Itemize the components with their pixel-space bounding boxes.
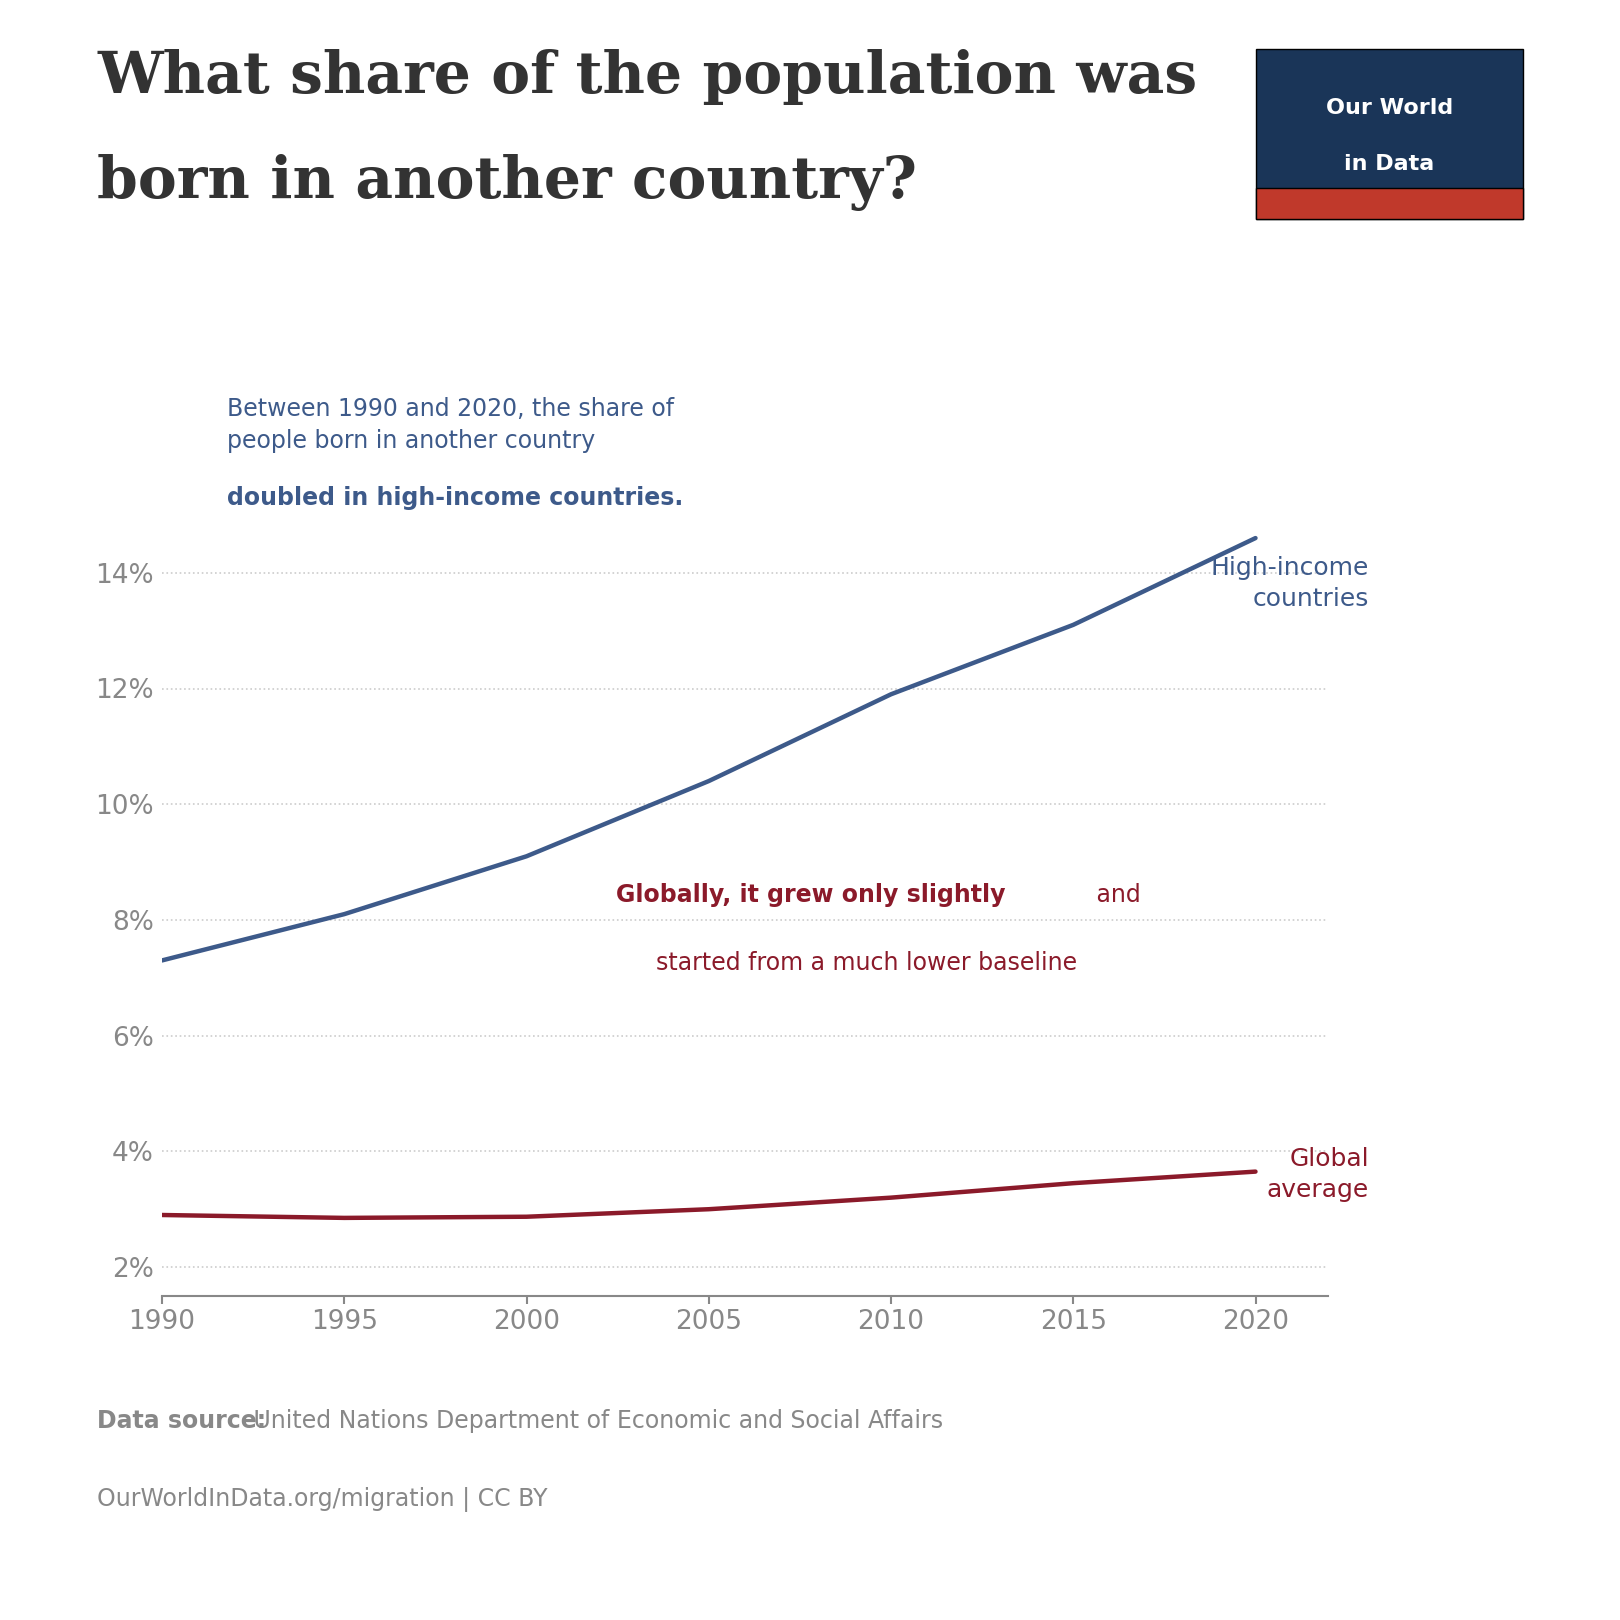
FancyBboxPatch shape: [1256, 188, 1523, 219]
Text: Global
average: Global average: [1267, 1147, 1369, 1202]
Text: What share of the population was: What share of the population was: [97, 49, 1197, 105]
Text: started from a much lower baseline: started from a much lower baseline: [656, 951, 1077, 975]
Text: Between 1990 and 2020, the share of
people born in another country: Between 1990 and 2020, the share of peop…: [227, 397, 674, 454]
Text: Data source:: Data source:: [97, 1409, 266, 1434]
Text: in Data: in Data: [1345, 154, 1434, 175]
Text: Our World: Our World: [1325, 99, 1453, 118]
Text: born in another country?: born in another country?: [97, 154, 917, 211]
Text: and: and: [1089, 883, 1140, 907]
Text: OurWorldInData.org/migration | CC BY: OurWorldInData.org/migration | CC BY: [97, 1487, 548, 1511]
Text: doubled in high-income countries.: doubled in high-income countries.: [227, 486, 684, 510]
Text: High-income
countries: High-income countries: [1210, 556, 1369, 611]
FancyBboxPatch shape: [1256, 49, 1523, 219]
Text: Globally, it grew only slightly: Globally, it grew only slightly: [616, 883, 1004, 907]
Text: United Nations Department of Economic and Social Affairs: United Nations Department of Economic an…: [246, 1409, 943, 1434]
